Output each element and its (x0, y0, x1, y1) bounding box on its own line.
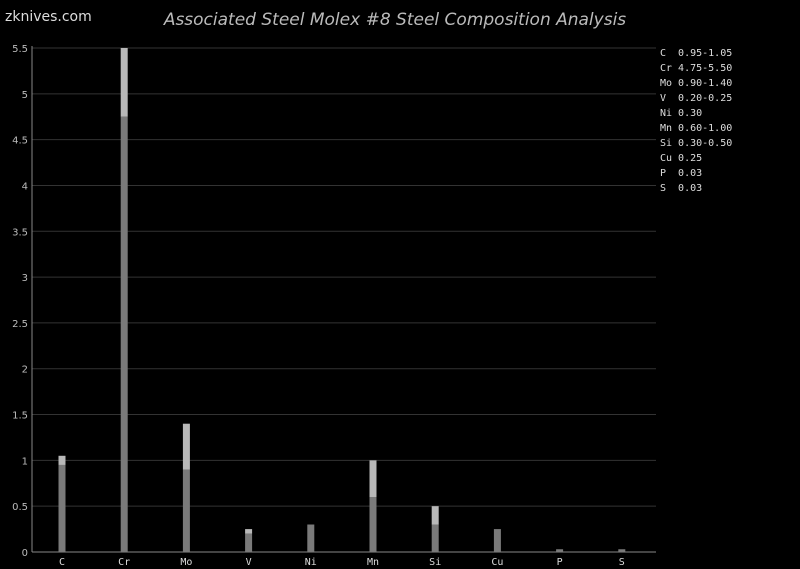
legend-entry: Mn 0.60-1.00 (660, 123, 733, 134)
bar-min-V (245, 533, 253, 552)
legend-entry: Si 0.30-0.50 (660, 138, 733, 149)
y-tick-label: 1 (22, 456, 28, 467)
x-tick-label: Cu (491, 557, 503, 568)
x-tick-label: V (246, 557, 252, 568)
bar-min-C (58, 464, 66, 552)
y-tick-label: 0 (22, 548, 28, 559)
bar-range-Mn (369, 460, 377, 498)
legend-entry: Ni 0.30 (660, 108, 703, 119)
bar-range-Si (431, 506, 439, 525)
y-tick-label: 3 (22, 273, 28, 284)
x-tick-label: Ni (305, 557, 317, 568)
legend-entry: P 0.03 (660, 168, 703, 179)
x-tick-label: S (619, 557, 625, 568)
legend-entry: V 0.20-0.25 (660, 93, 733, 104)
legend: C 0.95-1.05 Cr 4.75-5.50 Mo 0.90-1.40 V 0.2… (660, 46, 732, 196)
bar-range-C (58, 455, 66, 465)
y-tick-label: 1.5 (12, 411, 28, 422)
bar-min-Si (431, 524, 439, 552)
x-tick-label: P (557, 557, 563, 568)
legend-entry: Cr 4.75-5.50 (660, 63, 733, 74)
x-tick-label: Cr (118, 557, 130, 568)
legend-entry: C 0.95-1.05 (660, 48, 733, 59)
bar-range-V (245, 529, 253, 534)
bar-min-Ni (307, 524, 315, 552)
bar-range-Mo (182, 423, 190, 470)
legend-entry: Mo 0.90-1.40 (660, 78, 733, 89)
x-tick-label: Si (429, 557, 441, 568)
bar-min-P (556, 549, 564, 552)
y-tick-label: 4.5 (12, 136, 28, 147)
chart-title: Associated Steel Molex #8 Steel Composit… (163, 10, 627, 30)
legend-entry: Cu 0.25 (660, 153, 703, 164)
y-tick-label: 3.5 (12, 227, 28, 238)
y-tick-label: 4 (22, 181, 28, 192)
bar-min-Mn (369, 497, 377, 552)
x-tick-label: Mn (367, 557, 379, 568)
y-tick-label: 5.5 (12, 44, 28, 55)
site-label[interactable]: zknives.com (5, 9, 92, 25)
x-tick-label: Mo (180, 557, 192, 568)
bar-min-Mo (182, 469, 190, 552)
bar-min-S (618, 549, 626, 552)
bar-range-Cr (120, 48, 128, 117)
x-tick-label: C (59, 557, 65, 568)
y-tick-label: 0.5 (12, 502, 28, 513)
bar-min-Cr (120, 116, 128, 553)
legend-entry: S 0.03 (660, 183, 703, 194)
y-tick-label: 2 (22, 365, 28, 376)
y-tick-label: 5 (22, 90, 28, 101)
bar-min-Cu (493, 529, 501, 552)
y-tick-label: 2.5 (12, 319, 28, 330)
